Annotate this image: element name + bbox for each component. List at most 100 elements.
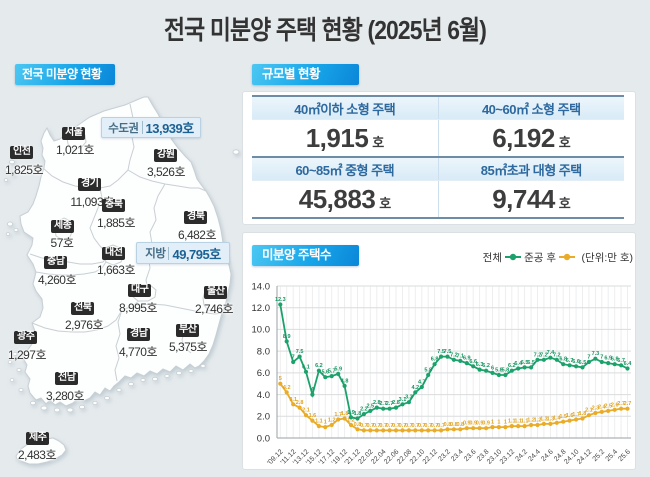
svg-text:1.6: 1.6: [309, 413, 317, 419]
svg-text:23.2: 23.2: [437, 448, 452, 463]
svg-text:6.8: 6.8: [559, 357, 567, 363]
svg-text:2.1: 2.1: [585, 408, 593, 414]
svg-text:2.1: 2.1: [302, 408, 310, 414]
svg-text:2.8: 2.8: [392, 400, 400, 406]
svg-text:6.7: 6.7: [566, 358, 574, 364]
svg-text:23.6: 23.6: [463, 448, 478, 463]
svg-text:0.7: 0.7: [392, 423, 400, 429]
svg-text:4.8: 4.8: [341, 378, 349, 384]
svg-text:2.5: 2.5: [604, 403, 612, 409]
svg-text:0.7: 0.7: [418, 423, 426, 429]
svg-text:8.9: 8.9: [283, 334, 291, 340]
svg-text:1.2: 1.2: [534, 418, 542, 424]
svg-text:6.4: 6.4: [514, 361, 523, 367]
svg-text:2.6: 2.6: [611, 402, 619, 408]
svg-text:6.5: 6.5: [527, 360, 535, 366]
svg-text:5.7: 5.7: [328, 369, 336, 375]
svg-text:7.3: 7.3: [592, 351, 600, 357]
svg-text:3.3: 3.3: [405, 395, 413, 401]
svg-text:6.8: 6.8: [611, 357, 619, 363]
svg-text:1.5: 1.5: [559, 414, 567, 420]
svg-text:0.7: 0.7: [399, 423, 407, 429]
svg-text:23.12: 23.12: [499, 448, 516, 465]
svg-text:0.7: 0.7: [437, 423, 445, 429]
svg-text:0.7: 0.7: [424, 423, 432, 429]
svg-text:0.8: 0.8: [456, 422, 464, 428]
svg-text:22.12: 22.12: [422, 448, 439, 465]
svg-text:7.5: 7.5: [437, 349, 445, 355]
svg-text:24.4: 24.4: [527, 448, 542, 463]
svg-text:0.7: 0.7: [405, 423, 413, 429]
svg-text:2.3: 2.3: [592, 406, 600, 412]
svg-text:0.8: 0.8: [450, 422, 458, 428]
svg-text:1.9: 1.9: [347, 410, 355, 416]
svg-text:1.1: 1.1: [315, 419, 323, 425]
svg-text:6: 6: [491, 365, 494, 371]
svg-text:1: 1: [497, 420, 500, 426]
svg-text:1.1: 1.1: [521, 419, 529, 425]
svg-text:0.7: 0.7: [431, 423, 439, 429]
svg-text:1.7: 1.7: [572, 412, 580, 418]
svg-text:6.1: 6.1: [302, 364, 310, 370]
svg-text:3.1: 3.1: [289, 397, 297, 403]
svg-text:5.6: 5.6: [321, 370, 329, 376]
svg-text:2.4: 2.4: [598, 404, 607, 410]
svg-text:2.5: 2.5: [366, 403, 374, 409]
svg-text:7.5: 7.5: [296, 349, 304, 355]
svg-text:6.6: 6.6: [469, 359, 477, 365]
svg-text:전체: 전체: [483, 252, 502, 264]
svg-text:2.7: 2.7: [617, 401, 625, 407]
svg-text:7.2: 7.2: [534, 352, 542, 358]
svg-text:4.7: 4.7: [418, 380, 426, 386]
svg-text:0.0: 0.0: [257, 433, 270, 444]
svg-text:25.6: 25.6: [617, 448, 632, 463]
svg-text:1.3: 1.3: [540, 416, 548, 422]
svg-text:2.8: 2.8: [296, 400, 304, 406]
svg-text:12.3: 12.3: [275, 297, 286, 303]
svg-text:6.3: 6.3: [476, 362, 484, 368]
svg-text:1.1: 1.1: [508, 419, 516, 425]
svg-text:24.12: 24.12: [576, 448, 593, 465]
svg-text:7.4: 7.4: [547, 350, 556, 356]
svg-text:1.2: 1.2: [347, 418, 355, 424]
svg-text:1.4: 1.4: [553, 415, 562, 421]
svg-text:7: 7: [600, 355, 603, 361]
svg-text:8.0: 8.0: [257, 346, 270, 357]
svg-text:25.2: 25.2: [592, 448, 607, 463]
svg-text:1.2: 1.2: [527, 418, 535, 424]
svg-text:(단위:만 호): (단위:만 호): [582, 251, 633, 264]
svg-text:준공 후: 준공 후: [524, 252, 556, 264]
svg-text:0.9: 0.9: [482, 421, 490, 427]
svg-text:6.9: 6.9: [604, 356, 612, 362]
svg-text:0.7: 0.7: [360, 423, 368, 429]
svg-text:7.1: 7.1: [456, 353, 464, 359]
svg-text:3.1: 3.1: [399, 397, 407, 403]
svg-text:2.2: 2.2: [360, 407, 368, 413]
svg-text:0.9: 0.9: [463, 421, 471, 427]
svg-text:0.9: 0.9: [476, 421, 484, 427]
svg-text:25.4: 25.4: [605, 448, 620, 463]
svg-text:0.7: 0.7: [386, 423, 394, 429]
svg-text:5.9: 5.9: [334, 366, 342, 372]
svg-text:10.0: 10.0: [252, 325, 271, 336]
svg-text:5.8: 5.8: [495, 368, 503, 374]
svg-text:4.2: 4.2: [411, 385, 419, 391]
svg-text:0.7: 0.7: [366, 423, 374, 429]
svg-text:7.2: 7.2: [540, 352, 548, 358]
svg-text:6.7: 6.7: [617, 358, 625, 364]
svg-text:4.0: 4.0: [257, 390, 270, 401]
svg-text:4: 4: [311, 387, 315, 393]
svg-text:24.2: 24.2: [514, 448, 529, 463]
svg-text:1.8: 1.8: [341, 411, 349, 417]
svg-text:2.0: 2.0: [257, 412, 270, 423]
svg-text:1.2: 1.2: [328, 418, 336, 424]
svg-text:7.5: 7.5: [444, 349, 452, 355]
svg-text:4.2: 4.2: [283, 385, 291, 391]
svg-text:6.2: 6.2: [508, 363, 516, 369]
svg-text:6.4: 6.4: [624, 361, 633, 367]
svg-text:7: 7: [292, 355, 295, 361]
svg-text:1: 1: [491, 420, 494, 426]
svg-text:5.8: 5.8: [502, 368, 510, 374]
svg-text:0.7: 0.7: [373, 423, 381, 429]
svg-text:7.2: 7.2: [450, 352, 458, 358]
